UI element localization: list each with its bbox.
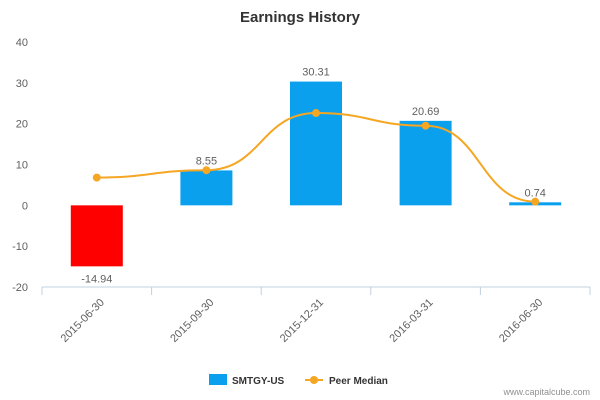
peer-median-point xyxy=(312,109,320,118)
data-label: 8.55 xyxy=(196,155,217,167)
peer-median-point xyxy=(202,166,211,175)
legend-item-smtgy[interactable]: SMTGY-US xyxy=(209,374,285,387)
chart-title: Earnings History xyxy=(240,9,361,26)
x-tick-label: 2015-09-30 xyxy=(168,297,216,345)
bar xyxy=(290,81,342,206)
data-labels: -14.94 8.55 30.31 20.69 0.74 xyxy=(81,67,546,286)
y-tick-label: 20 xyxy=(16,119,28,131)
data-label: -14.94 xyxy=(81,273,112,285)
bar-series xyxy=(70,81,562,267)
legend-label: SMTGY-US xyxy=(232,376,285,387)
legend-swatch-bar xyxy=(209,374,227,385)
bar xyxy=(70,205,123,267)
x-tick-label: 2016-03-31 xyxy=(387,297,435,345)
legend: SMTGY-US Peer Median xyxy=(209,374,388,387)
legend-item-peer-median[interactable]: Peer Median xyxy=(305,376,388,387)
y-tick-label: -20 xyxy=(12,282,28,294)
bar xyxy=(180,170,233,206)
y-tick-label: 30 xyxy=(16,78,28,90)
bar xyxy=(399,120,452,206)
data-label: 0.74 xyxy=(524,187,545,199)
y-axis: -20 -10 0 10 20 30 40 xyxy=(12,37,28,294)
y-tick-label: -10 xyxy=(12,241,28,253)
y-tick-label: 40 xyxy=(16,37,28,49)
y-tick-label: 10 xyxy=(16,160,28,172)
x-tick-label: 2015-06-30 xyxy=(59,297,107,345)
x-tick-label: 2016-06-30 xyxy=(497,297,545,345)
x-axis: 2015-06-30 2015-09-30 2015-12-31 2016-03-31… xyxy=(41,286,591,345)
peer-median-point xyxy=(421,121,430,130)
legend-swatch-marker xyxy=(310,376,318,384)
peer-median-series xyxy=(92,109,540,206)
peer-median-point xyxy=(92,173,101,182)
y-tick-label: 0 xyxy=(22,200,28,212)
credit-text: www.capitalcube.com xyxy=(502,387,590,397)
x-tick-label: 2015-12-31 xyxy=(278,297,326,345)
data-label: 30.31 xyxy=(302,67,330,79)
legend-label: Peer Median xyxy=(329,376,388,387)
data-label: 20.69 xyxy=(412,106,440,118)
peer-median-point xyxy=(531,197,540,206)
